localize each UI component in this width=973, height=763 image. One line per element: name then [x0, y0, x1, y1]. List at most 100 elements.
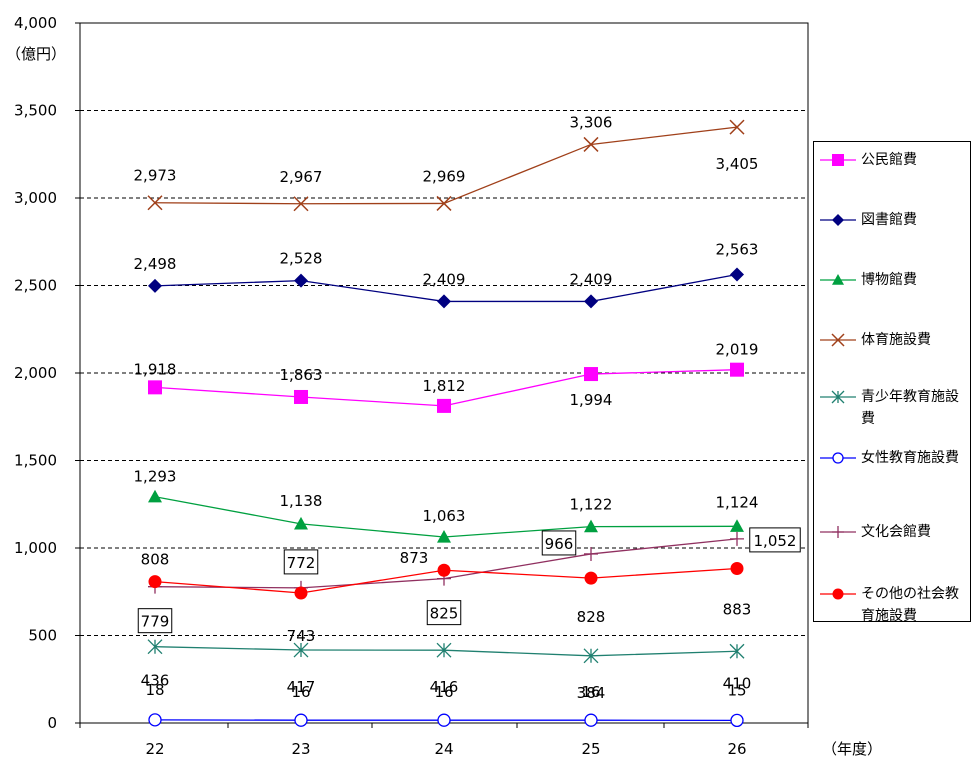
data-point [584, 571, 598, 585]
data-label: 1,124 [716, 493, 759, 511]
data-label: 2,409 [423, 270, 466, 288]
data-label: 2,528 [280, 250, 323, 268]
x-tick-label: 24 [434, 740, 453, 758]
series-sonota [148, 561, 744, 600]
data-label: 2,973 [134, 167, 177, 185]
data-label: 1,918 [134, 360, 177, 378]
legend-label: その他の社会教育施設費 [861, 586, 959, 624]
data-label: 2,409 [570, 270, 613, 288]
data-point [293, 642, 309, 658]
data-point [436, 195, 452, 211]
data-labels: 1,918 1,863 1,812 1,994 2,019 2,498 2,528 2,409… [134, 113, 801, 702]
data-label: 873 [400, 549, 429, 567]
data-label: 3,405 [716, 155, 759, 173]
data-label: 825 [430, 605, 459, 623]
data-label-box [137, 608, 173, 634]
legend-swatch [820, 214, 856, 226]
y-tick-label: 500 [28, 627, 57, 645]
x-axis-title: （年度） [822, 740, 882, 758]
data-label-box [541, 530, 577, 556]
data-label: 828 [577, 608, 606, 626]
data-label: 16 [434, 683, 453, 701]
data-point [584, 367, 598, 382]
data-label: 2,969 [423, 167, 466, 185]
data-point [294, 389, 308, 404]
data-point [584, 546, 598, 561]
data-point [437, 529, 451, 543]
data-label: 410 [723, 674, 752, 692]
series-line [154, 126, 738, 205]
data-point [730, 519, 744, 532]
data-point [730, 561, 744, 575]
legend-label: 文化会館費 [861, 524, 931, 540]
x-tick-label: 23 [291, 740, 310, 758]
data-point [148, 489, 162, 503]
data-label: 743 [287, 627, 316, 645]
data-point [437, 563, 451, 577]
data-point [293, 196, 309, 212]
data-label-box [283, 549, 319, 575]
data-point [730, 531, 744, 546]
data-label: 15 [727, 681, 746, 699]
legend-label: 体育施設費 [861, 332, 931, 348]
data-point [294, 273, 308, 288]
data-point [148, 278, 162, 293]
data-point [294, 586, 308, 600]
data-label: 16 [581, 683, 600, 701]
data-point [584, 294, 598, 309]
series-line [154, 538, 738, 589]
legend-swatch [820, 588, 856, 600]
data-label: 2,019 [716, 341, 759, 359]
y-tick-label: 3,500 [14, 102, 57, 120]
data-point [294, 713, 308, 727]
data-label: 2,498 [134, 255, 177, 273]
data-label: 779 [141, 613, 170, 631]
legend-swatch [820, 526, 856, 538]
y-axis-title: （億円） [6, 45, 66, 63]
data-point [437, 398, 451, 413]
x-axis-ticks: 22 23 24 25 26 [79, 723, 809, 758]
data-point [729, 119, 745, 135]
legend-marker [831, 333, 845, 347]
legend-marker [832, 526, 844, 538]
x-tick-label: 22 [145, 740, 164, 758]
data-label-box [426, 600, 462, 626]
legend: 公民館費 図書館費 博物館費 体育施設費 青少年教育施設費 女性教育施設費 文化会館費 その他… [813, 141, 971, 624]
data-point [147, 195, 163, 211]
legend-swatch [820, 333, 856, 347]
data-point [584, 519, 598, 533]
data-point [294, 516, 308, 530]
legend-marker [832, 452, 844, 464]
series-toshokan [148, 267, 744, 309]
series-seishonen [147, 639, 745, 664]
x-tick-label: 26 [727, 740, 746, 758]
legend-swatch [820, 154, 856, 166]
y-tick-label: 3,000 [14, 189, 57, 207]
data-point [584, 713, 598, 727]
data-point [436, 642, 452, 658]
y-axis-ticks: 0 500 1,000 1,500 2,000 2,500 3,000 3,500 4,000 [14, 14, 80, 732]
gridlines [80, 110, 808, 636]
data-label: 384 [577, 684, 606, 702]
data-label: 18 [145, 681, 164, 699]
legend-marker [832, 588, 844, 600]
y-tick-label: 2,000 [14, 364, 57, 382]
legend-marker [832, 274, 844, 285]
data-label: 1,863 [280, 366, 323, 384]
data-point [148, 713, 162, 727]
y-tick-label: 4,000 [14, 14, 57, 32]
data-label: 772 [287, 554, 316, 572]
y-tick-label: 0 [47, 714, 57, 732]
series-kominkan [148, 362, 744, 413]
legend-label: 青少年教育施設費 [861, 389, 959, 427]
series-josei [148, 713, 744, 728]
data-label: 808 [141, 551, 170, 569]
data-point [730, 713, 744, 728]
series-taiiku [147, 119, 745, 212]
legend-marker [831, 390, 845, 404]
data-point [730, 267, 744, 282]
data-label: 883 [723, 600, 752, 618]
data-label: 2,967 [280, 168, 323, 186]
y-tick-label: 1,000 [14, 539, 57, 557]
